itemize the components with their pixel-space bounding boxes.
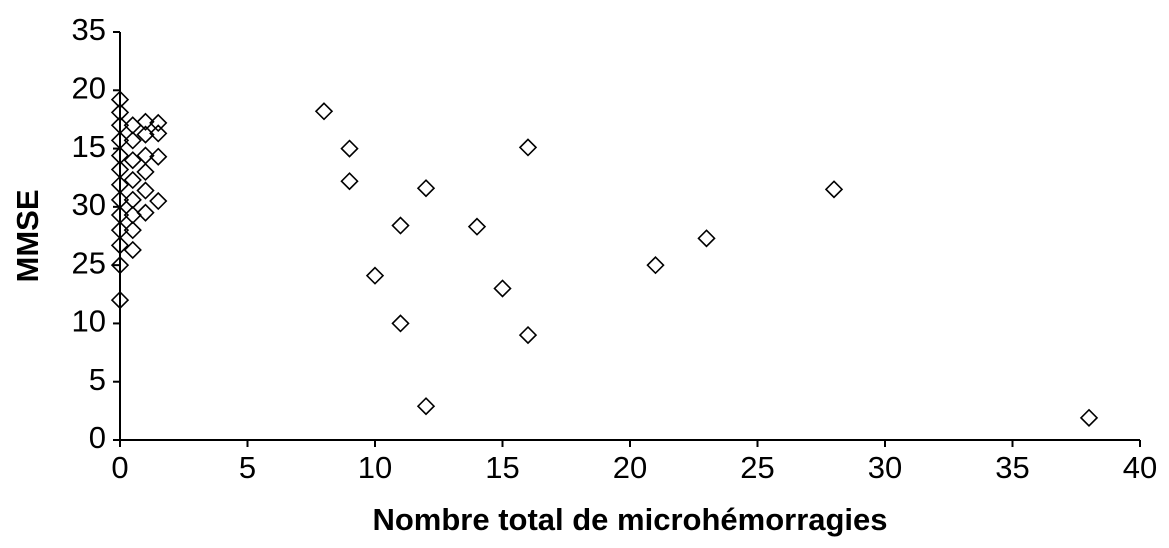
y-tick-label: 25 <box>72 245 106 280</box>
y-tick-label: 10 <box>72 304 106 339</box>
x-tick-label: 10 <box>358 450 392 485</box>
x-tick-label: 5 <box>239 450 256 485</box>
point <box>314 102 334 121</box>
point <box>493 279 512 298</box>
y-tick-label: 30 <box>72 187 106 222</box>
y-tick-label: 20 <box>72 70 106 105</box>
point <box>110 90 130 109</box>
point <box>123 151 142 170</box>
point <box>518 138 538 157</box>
y-tick-label: 15 <box>72 129 106 164</box>
point <box>110 290 130 310</box>
point <box>136 203 155 222</box>
point <box>416 397 436 416</box>
x-tick-label: 30 <box>868 450 902 485</box>
point <box>123 170 142 190</box>
point <box>136 112 155 131</box>
point <box>1079 408 1099 427</box>
point <box>136 181 155 200</box>
x-axis-title: Nombre total de microhémorragies <box>372 502 887 537</box>
point <box>149 191 168 211</box>
point <box>467 217 487 236</box>
point <box>110 103 130 122</box>
x-tick-label: 35 <box>995 450 1029 485</box>
point <box>110 256 130 275</box>
point <box>416 179 436 198</box>
point <box>697 229 716 248</box>
point <box>110 146 130 165</box>
point <box>391 314 410 333</box>
x-tick-label: 40 <box>1123 450 1157 485</box>
point <box>149 124 168 143</box>
y-tick-label: 0 <box>89 420 106 455</box>
point <box>149 113 168 133</box>
point <box>136 162 155 182</box>
point <box>646 256 665 275</box>
point <box>518 325 538 345</box>
point <box>391 216 410 235</box>
point <box>123 131 142 150</box>
y-axis-title: MMSE <box>10 190 45 283</box>
y-tick-label: 35 <box>72 12 106 47</box>
point <box>149 147 168 166</box>
point <box>123 240 142 260</box>
point <box>365 266 385 285</box>
x-tick-label: 15 <box>485 450 519 485</box>
point <box>340 172 359 191</box>
point <box>110 236 130 255</box>
point <box>824 180 844 199</box>
x-tick-label: 0 <box>111 450 128 485</box>
point <box>123 221 142 240</box>
point <box>340 139 359 158</box>
x-tick-label: 20 <box>613 450 647 485</box>
x-tick-label: 25 <box>740 450 774 485</box>
y-tick-label: 5 <box>89 362 106 397</box>
